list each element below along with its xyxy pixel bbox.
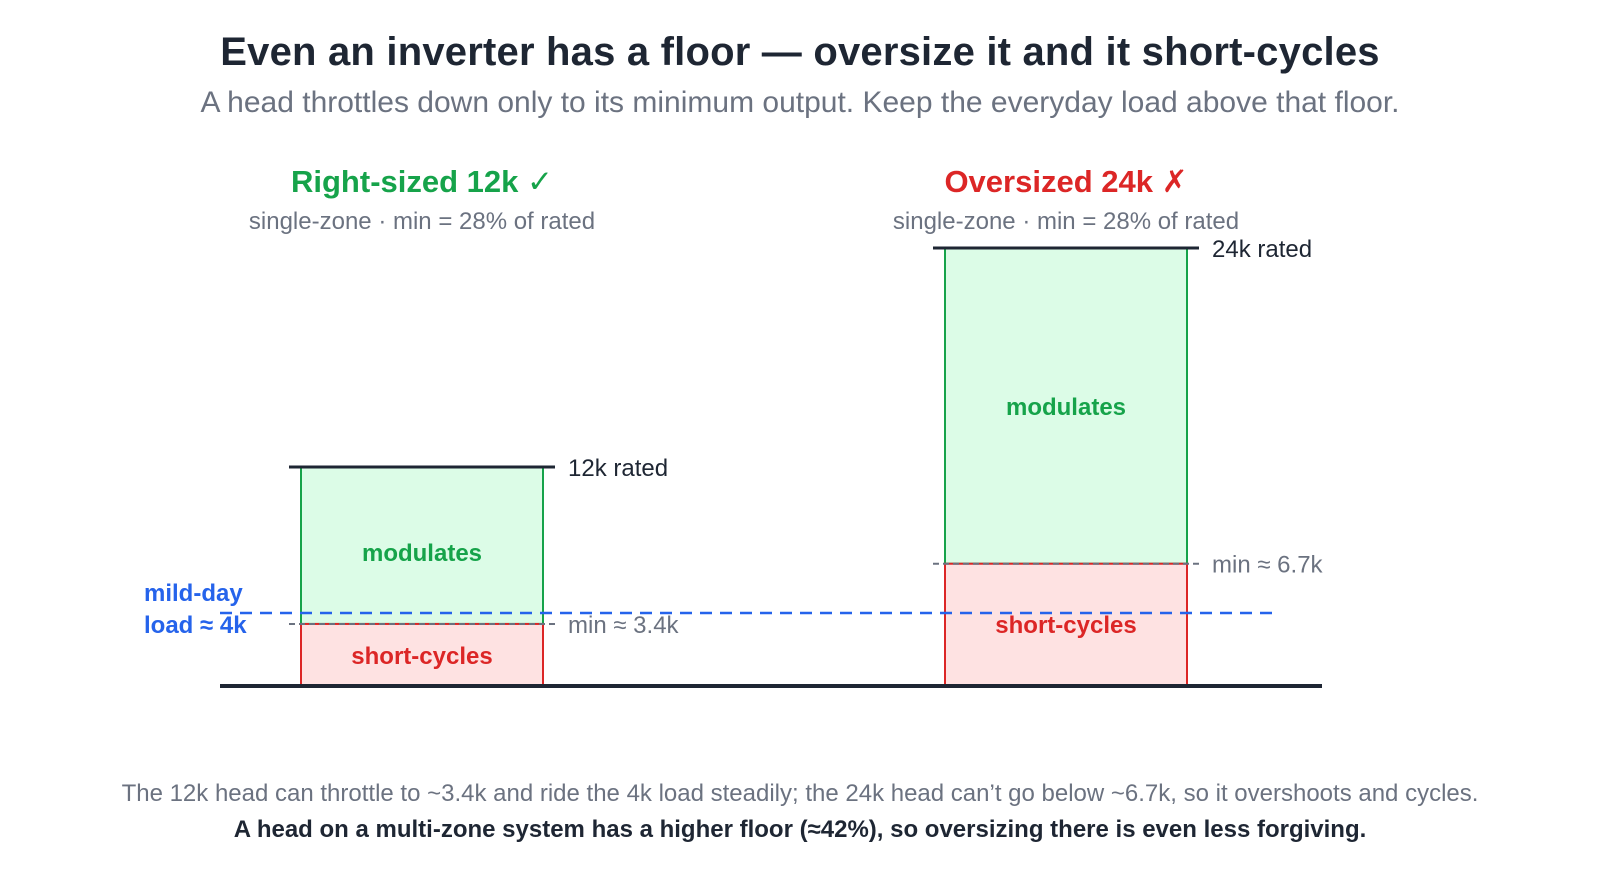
- min-label: min ≈ 3.4k: [568, 612, 680, 639]
- short-cycle-region: [300, 622, 544, 688]
- modulate-label: modulates: [362, 540, 482, 567]
- short-cycle-region: [944, 562, 1188, 687]
- page-title: Even an inverter has a floor — oversize …: [220, 30, 1380, 74]
- units-layer: Right-sized 12k ✓ single-zone · min = 28%…: [249, 164, 1324, 688]
- unit-heading-bad: Oversized 24k ✗: [944, 164, 1187, 199]
- modulate-label: modulates: [1006, 394, 1126, 421]
- short-cycle-label: short-cycles: [351, 643, 492, 670]
- page-subtitle: A head throttles down only to its minimu…: [200, 86, 1400, 119]
- rated-label: 24k rated: [1212, 236, 1312, 263]
- min-label: min ≈ 6.7k: [1212, 552, 1324, 579]
- modulate-region: [944, 247, 1188, 565]
- unit-caption: single-zone · min = 28% of rated: [893, 208, 1239, 235]
- unit-caption: single-zone · min = 28% of rated: [249, 208, 595, 235]
- footer-note: The 12k head can throttle to ~3.4k and r…: [121, 780, 1479, 807]
- load-label-line2: load ≈ 4k: [144, 612, 247, 639]
- unit-heading-good: Right-sized 12k ✓: [291, 164, 553, 199]
- load-label-line1: mild-day: [144, 580, 243, 607]
- rated-label: 12k rated: [568, 455, 668, 482]
- footer-emphasis: A head on a multi-zone system has a high…: [233, 816, 1367, 843]
- short-cycle-label: short-cycles: [995, 612, 1136, 639]
- capacity-diagram: Right-sized 12k ✓ single-zone · min = 28%…: [144, 164, 1324, 688]
